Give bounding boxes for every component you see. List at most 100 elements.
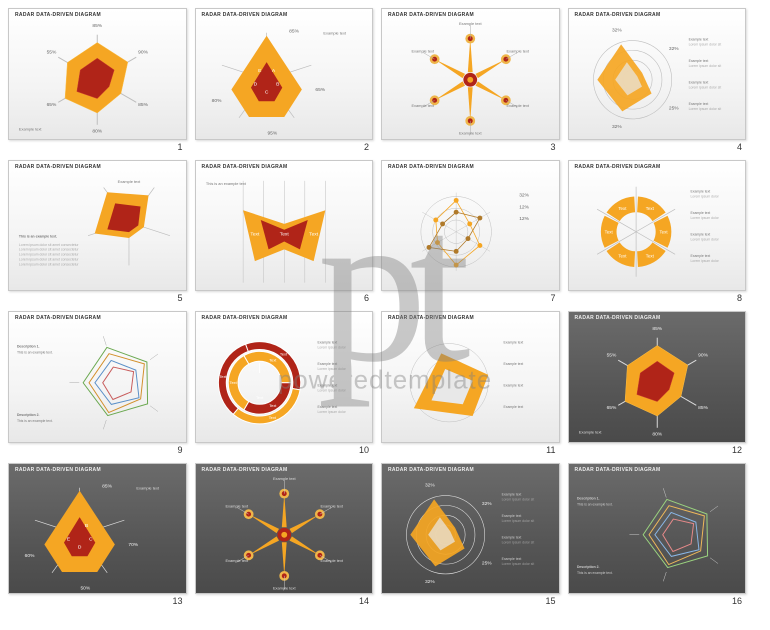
slide-number: 10 [359,445,373,455]
svg-text:Example text: Example text [320,558,343,563]
slide-thumbnail[interactable]: RADAR DATA-DRIVEN DIAGRAM 85%90%85%80%65… [568,311,747,443]
slide-number: 7 [550,293,559,303]
svg-text:This is an example text: This is an example text [205,180,246,185]
svg-text:55%: 55% [606,352,616,358]
svg-text:Text: Text [645,205,654,210]
thumbnail-cell[interactable]: RADAR DATA-DRIVEN DIAGRAM TextTextTextTe… [195,311,374,455]
svg-text:Example text: Example text [504,341,524,345]
thumbnail-cell[interactable]: RADAR DATA-DRIVEN DIAGRAM Example textEx… [381,311,560,455]
slide-number: 6 [364,293,373,303]
svg-text:Text: Text [219,374,227,379]
svg-text:95%: 95% [267,130,277,136]
thumbnail-grid: RADAR DATA-DRIVEN DIAGRAM 85% 90% 85% 80% 6 5… [0,0,754,614]
slide-title: RADAR DATA-DRIVEN DIAGRAM [15,467,101,473]
slide-title: RADAR DATA-DRIVEN DIAGRAM [575,12,661,18]
slide-thumbnail[interactable]: RADAR DATA-DRIVEN DIAGRAM BCDE85%70%50%6… [8,463,187,595]
thumbnail-cell[interactable]: RADAR DATA-DRIVEN DIAGRAM BCDE85%70%50%6… [8,463,187,607]
slide-thumbnail[interactable]: RADAR DATA-DRIVEN DIAGRAM TextTextTextTe… [568,160,747,292]
thumbnail-cell[interactable]: RADAR DATA-DRIVEN DIAGRAM 32%12%12% 7 [381,160,560,304]
thumbnail-cell[interactable]: RADAR DATA-DRIVEN DIAGRAM Example textEx… [381,8,560,152]
slide-thumbnail[interactable]: RADAR DATA-DRIVEN DIAGRAM 32%32%25%32%Ex… [381,463,560,595]
slide-number: 4 [737,142,746,152]
svg-text:Example text: Example text [688,102,708,106]
svg-text:Example text: Example text [504,362,524,366]
svg-text:12%: 12% [519,204,529,210]
svg-text:Lorem ipsum dolor sit: Lorem ipsum dolor sit [502,497,535,501]
svg-text:85%: 85% [289,28,299,34]
thumbnail-cell[interactable]: RADAR DATA-DRIVEN DIAGRAM This is an exa… [8,160,187,304]
thumbnail-cell[interactable]: RADAR DATA-DRIVEN DIAGRAM TextTextTextTh… [195,160,374,304]
svg-text:Text: Text [229,380,237,385]
svg-text:Text: Text [645,253,654,258]
svg-text:D: D [78,544,82,550]
slide-thumbnail[interactable]: RADAR DATA-DRIVEN DIAGRAM ABCDE85%65%95%… [195,8,374,140]
thumbnail-cell[interactable]: RADAR DATA-DRIVEN DIAGRAM 85%90%85%80%65… [568,311,747,455]
slide-thumbnail[interactable]: RADAR DATA-DRIVEN DIAGRAM TextTextTextTe… [195,311,374,443]
svg-text:Example text: Example text [323,31,346,36]
slide-thumbnail[interactable]: RADAR DATA-DRIVEN DIAGRAM Example textEx… [381,311,560,443]
svg-text:90%: 90% [698,352,708,358]
svg-text:Text: Text [279,231,289,237]
thumbnail-cell[interactable]: RADAR DATA-DRIVEN DIAGRAM TextTextTextTe… [568,160,747,304]
svg-text:80%: 80% [652,432,662,438]
slide-thumbnail[interactable]: RADAR DATA-DRIVEN DIAGRAM This is an exa… [8,160,187,292]
svg-text:Example text: Example text [136,485,159,490]
svg-text:This is an example text.: This is an example text. [19,234,57,238]
svg-text:Example text: Example text [459,21,482,26]
slide-title: RADAR DATA-DRIVEN DIAGRAM [575,164,661,170]
svg-text:32%: 32% [425,579,435,585]
slide-title: RADAR DATA-DRIVEN DIAGRAM [202,315,288,321]
svg-text:60%: 60% [25,553,35,559]
svg-text:32%: 32% [482,500,492,506]
svg-text:Example text: Example text [690,211,710,215]
svg-text:Example text: Example text [118,178,141,183]
thumbnail-cell[interactable]: RADAR DATA-DRIVEN DIAGRAM 32%32%25%32%Ex… [381,463,560,607]
svg-text:55%: 55% [47,49,57,55]
svg-text:Text: Text [268,415,276,420]
svg-text:Lorem ipsum dolor: Lorem ipsum dolor [690,194,719,198]
svg-text:Lorem ipsum dolor sit amet con: Lorem ipsum dolor sit amet consectetur [19,247,80,251]
thumbnail-cell[interactable]: RADAR DATA-DRIVEN DIAGRAM 32%32%25%32%Ex… [568,8,747,152]
svg-text:Lorem ipsum dolor: Lorem ipsum dolor [690,259,719,263]
slide-thumbnail[interactable]: RADAR DATA-DRIVEN DIAGRAM Description 1.… [8,311,187,443]
slide-thumbnail[interactable]: RADAR DATA-DRIVEN DIAGRAM 32%32%25%32%Ex… [568,8,747,140]
thumbnail-cell[interactable]: RADAR DATA-DRIVEN DIAGRAM Description 1.… [568,463,747,607]
slide-title: RADAR DATA-DRIVEN DIAGRAM [388,12,474,18]
slide-thumbnail[interactable]: RADAR DATA-DRIVEN DIAGRAM Description 1.… [568,463,747,595]
slide-title: RADAR DATA-DRIVEN DIAGRAM [15,164,101,170]
svg-text:85%: 85% [102,483,112,489]
slide-title: RADAR DATA-DRIVEN DIAGRAM [575,467,661,473]
slide-thumbnail[interactable]: RADAR DATA-DRIVEN DIAGRAM Example textEx… [381,8,560,140]
slide-thumbnail[interactable]: RADAR DATA-DRIVEN DIAGRAM 85%90%85%80%65… [8,8,187,140]
svg-text:C: C [264,89,268,95]
svg-text:Lorem ipsum dolor: Lorem ipsum dolor [317,367,346,371]
svg-text:Lorem ipsum dolor sit amet con: Lorem ipsum dolor sit amet consectetur [19,257,80,261]
svg-text:This is an example text.: This is an example text. [17,419,53,423]
thumbnail-cell[interactable]: RADAR DATA-DRIVEN DIAGRAM ABCDE85%65%95%… [195,8,374,152]
slide-thumbnail[interactable]: RADAR DATA-DRIVEN DIAGRAM TextTextTextTh… [195,160,374,292]
thumbnail-cell[interactable]: RADAR DATA-DRIVEN DIAGRAM Description 1.… [8,311,187,455]
svg-text:Lorem ipsum dolor sit: Lorem ipsum dolor sit [502,562,535,566]
slide-thumbnail[interactable]: RADAR DATA-DRIVEN DIAGRAM 32%12%12% [381,160,560,292]
slide-number: 5 [177,293,186,303]
svg-text:Description 2.: Description 2. [576,565,599,569]
svg-text:Text: Text [269,357,277,362]
slide-thumbnail[interactable]: RADAR DATA-DRIVEN DIAGRAM Example textEx… [195,463,374,595]
slide-number: 13 [172,596,186,606]
svg-text:Lorem ipsum dolor sit: Lorem ipsum dolor sit [502,540,535,544]
svg-text:Text: Text [618,205,627,210]
slide-number: 15 [545,596,559,606]
slide-title: RADAR DATA-DRIVEN DIAGRAM [202,12,288,18]
svg-text:80%: 80% [211,98,221,104]
svg-text:Example text: Example text [317,362,337,366]
thumbnail-cell[interactable]: RADAR DATA-DRIVEN DIAGRAM Example textEx… [195,463,374,607]
svg-text:90%: 90% [138,49,148,55]
svg-text:Lorem ipsum dolor sit: Lorem ipsum dolor sit [688,42,721,46]
svg-text:Description 1.: Description 1. [17,345,40,349]
svg-text:Text: Text [309,231,319,237]
thumbnail-cell[interactable]: RADAR DATA-DRIVEN DIAGRAM 85%90%85%80%65… [8,8,187,152]
slide-title: RADAR DATA-DRIVEN DIAGRAM [15,12,101,18]
svg-text:80%: 80% [92,129,102,135]
svg-text:Lorem ipsum dolor: Lorem ipsum dolor [317,345,346,349]
svg-text:25%: 25% [668,106,678,112]
